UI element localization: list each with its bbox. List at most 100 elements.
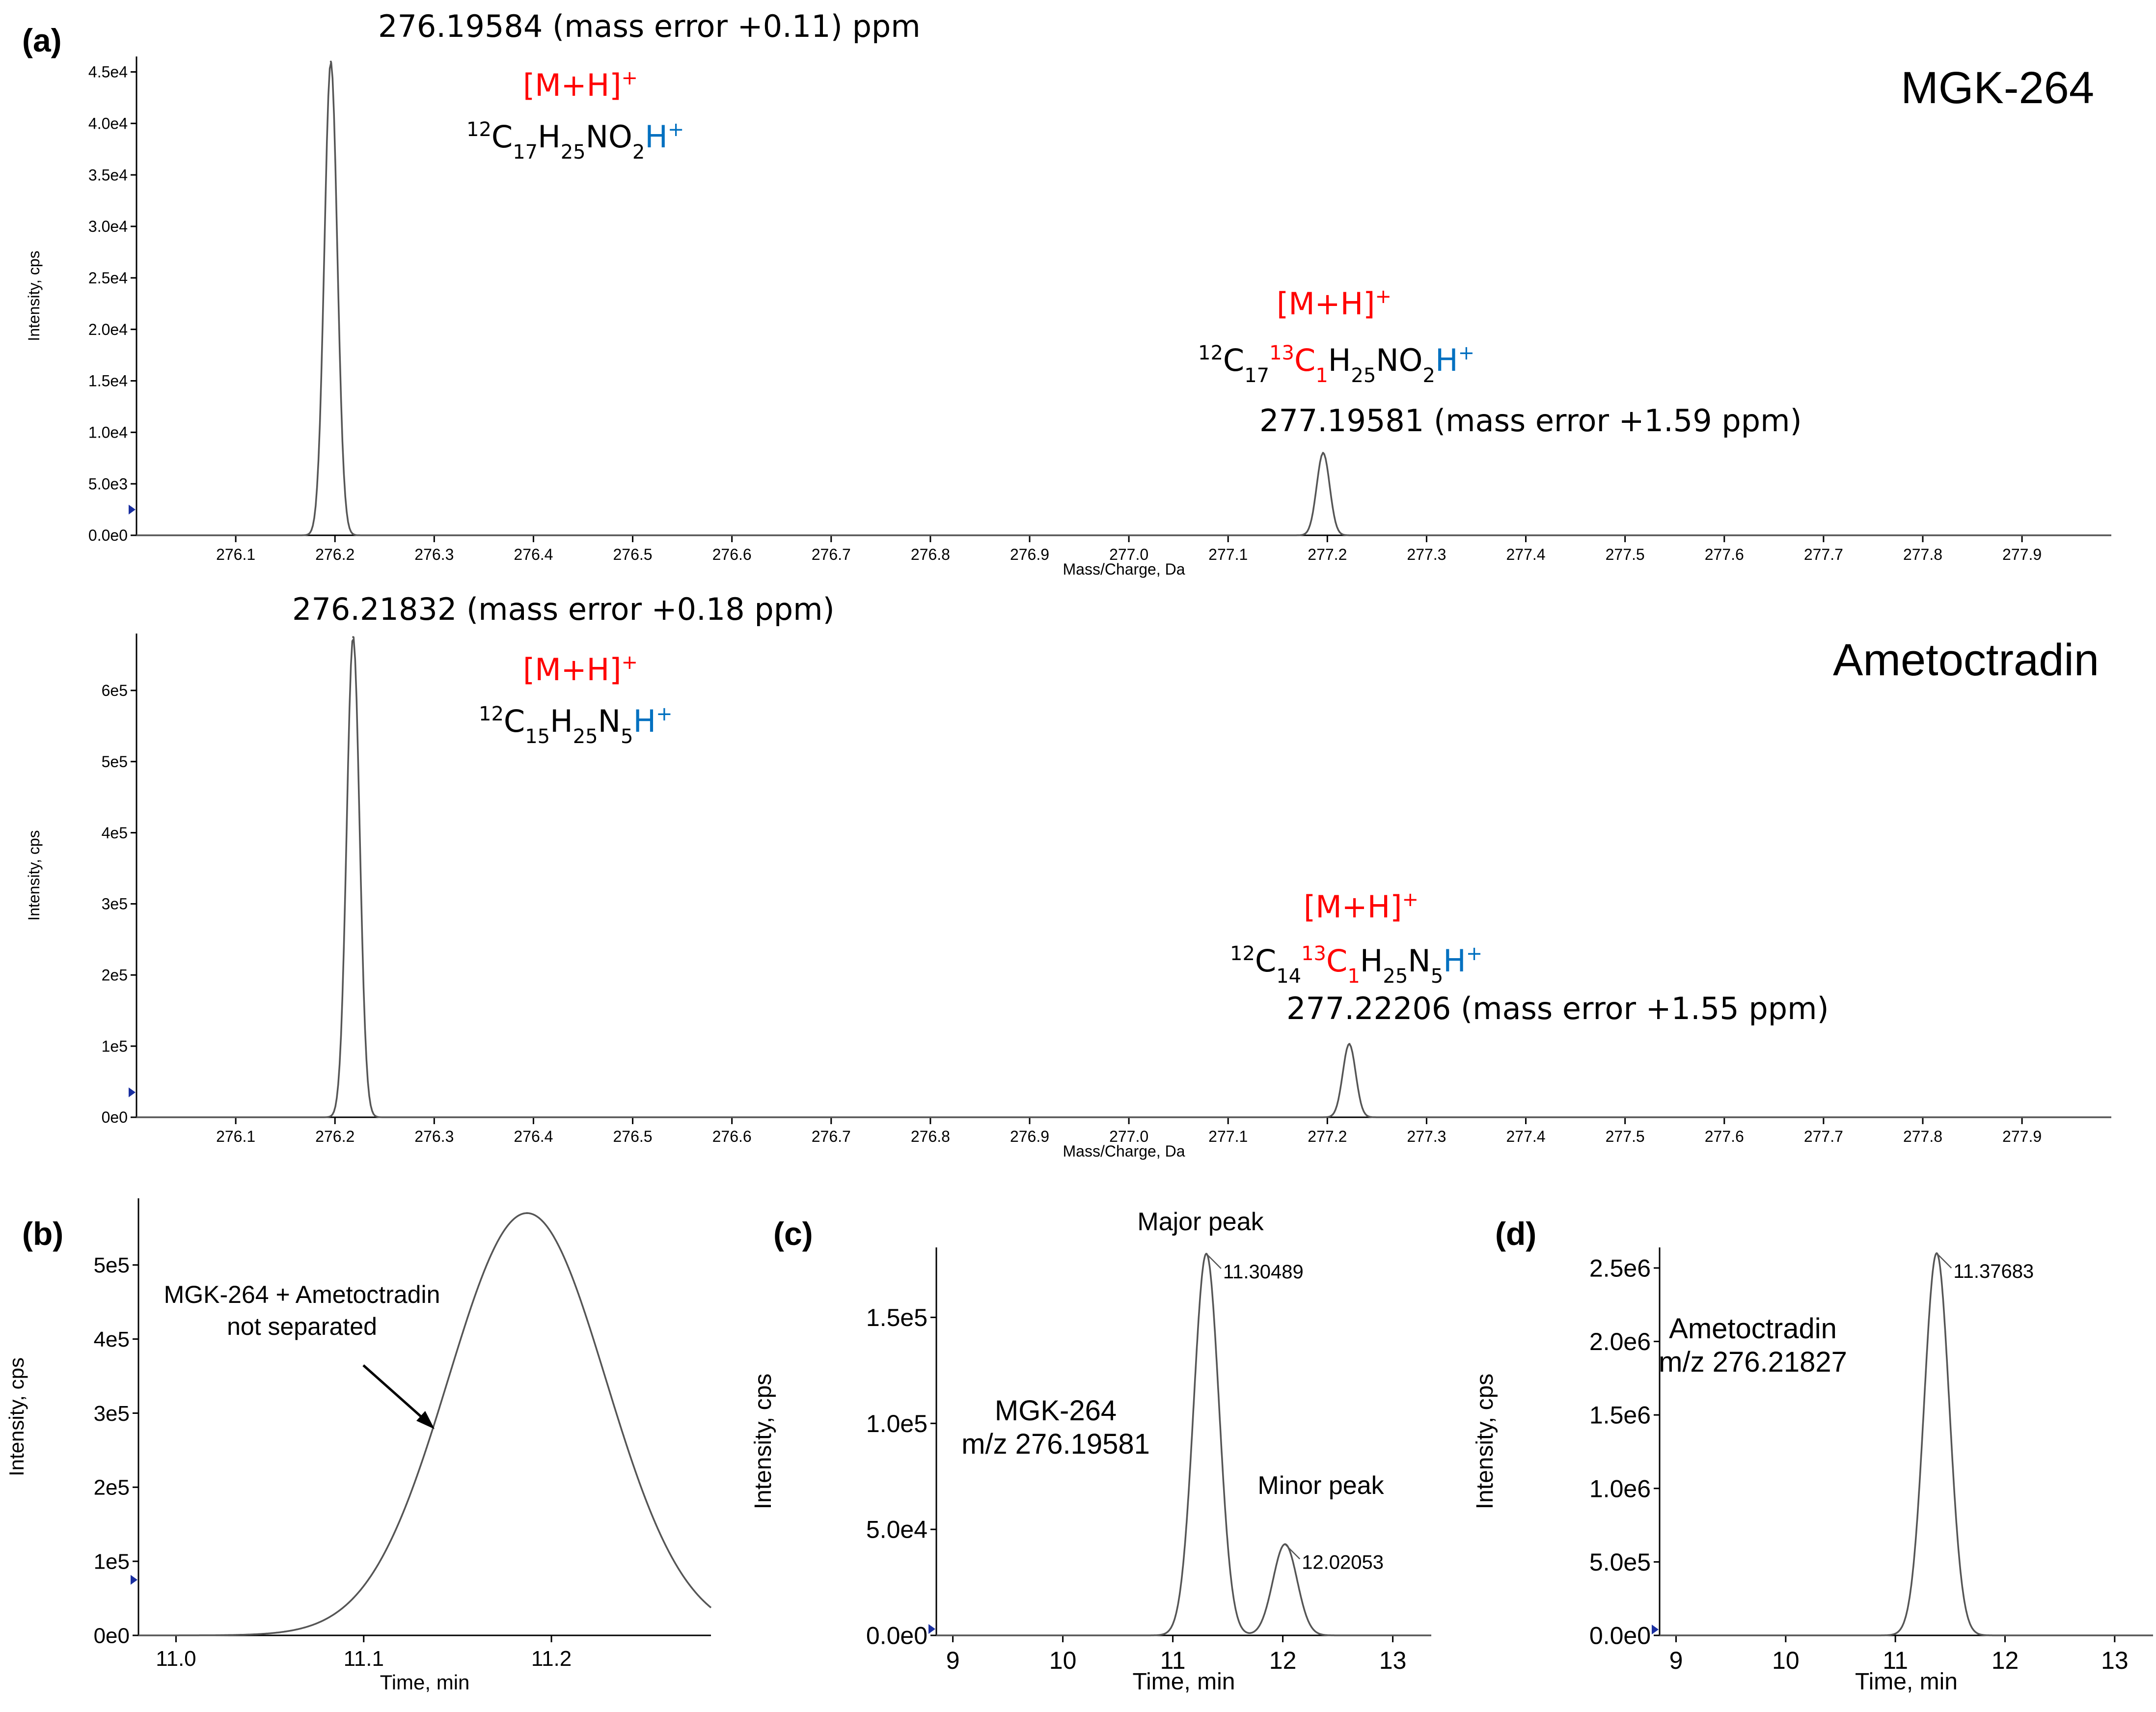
c-compound-label: MGK-264: [995, 1395, 1117, 1427]
peak-apex: [1348, 1043, 1350, 1045]
a1-f2-hsub: 25: [1351, 364, 1376, 387]
peak-retention-label: 11.30489: [1223, 1261, 1304, 1283]
a2-ion2-text: [M+H]: [1304, 889, 1402, 925]
x-tick-label: 277.8: [1903, 546, 1942, 563]
y-axis-label: Intensity, cps: [25, 830, 43, 920]
a2-f2-c13: C: [1326, 943, 1347, 979]
a2-f2-h: H: [1360, 943, 1383, 979]
y-tick-label: 2e5: [94, 1476, 130, 1500]
a2-f1-hplussup: +: [656, 703, 673, 725]
x-tick-label: 277.0: [1109, 1128, 1148, 1145]
a1-f2-hplus: H: [1435, 342, 1458, 378]
y-tick-label: 5.0e3: [88, 475, 128, 493]
a1-f1-hplussup: +: [668, 118, 684, 141]
x-tick-label: 277.9: [2002, 1128, 2042, 1145]
panel-label-a: (a): [22, 22, 62, 58]
y-tick-label: 0.0e0: [866, 1622, 928, 1650]
a2-formula1: 12C15H25N5H+: [479, 703, 673, 748]
a2-f1-hplus: H: [633, 703, 656, 739]
y-tick-label: 2.0e4: [88, 321, 128, 338]
signal-trace: [138, 1212, 712, 1636]
b-note-line1: MGK-264 + Ametoctradin: [164, 1281, 440, 1308]
axis-marker-icon: [129, 1087, 136, 1098]
peak-label-leader: [1206, 1253, 1222, 1269]
signal-trace: [136, 62, 2111, 536]
y-tick-label: 5.0e5: [1589, 1548, 1651, 1576]
a2-f2-hsub: 25: [1383, 965, 1408, 988]
x-tick-label: 276.9: [1010, 546, 1049, 563]
y-axis-label: Intensity, cps: [750, 1374, 776, 1510]
y-tick-label: 2.5e4: [88, 269, 128, 287]
a2-f2-csub: 14: [1276, 965, 1301, 988]
signal-trace: [936, 1253, 1431, 1636]
x-tick-label: 276.7: [812, 546, 851, 563]
a1-f2-h: H: [1328, 342, 1351, 378]
x-tick-label: 276.6: [712, 546, 752, 563]
a1-f2-restsub: 2: [1422, 364, 1435, 387]
axis-marker-icon: [131, 1574, 137, 1585]
x-tick-label: 277.0: [1109, 546, 1148, 563]
a2-formula2: 12C1413C1H25N5H+: [1230, 942, 1482, 988]
x-tick-label: 11: [1883, 1647, 1908, 1674]
a1-ion1-sup: +: [621, 67, 638, 89]
x-tick-label: 11.0: [156, 1647, 196, 1671]
x-tick-label: 277.5: [1606, 546, 1645, 563]
x-tick-label: 10: [1049, 1647, 1077, 1674]
a1-f2-c13sub: 1: [1315, 364, 1328, 387]
y-tick-label: 3.0e4: [88, 218, 128, 235]
x-tick-label: 277.7: [1804, 1128, 1843, 1145]
chart-c-mgk264-xic: 9 10 11 12 13 0.0e0 5.0e4 1.0e5 1.5e5 Time, min In…: [750, 1247, 1431, 1695]
d-mz-label: m/z 276.21827: [1659, 1346, 1847, 1378]
axis-marker-icon: [928, 1624, 935, 1634]
y-axis-label: Intensity, cps: [5, 1357, 28, 1476]
y-axis-label: Intensity, cps: [25, 250, 43, 341]
x-tick-label: 11.1: [344, 1647, 384, 1671]
x-tick-label: 12: [1269, 1647, 1297, 1674]
y-tick-label: 0e0: [102, 1108, 128, 1126]
peak-retention-label: 11.37683: [1953, 1261, 2034, 1282]
x-tick-label: 277.4: [1506, 546, 1546, 563]
x-tick-label: 276.8: [911, 546, 950, 563]
x-tick-label: 277.9: [2002, 546, 2042, 563]
a1-peak1-mass-label: 276.19584 (mass error +0.11) ppm: [378, 8, 921, 44]
x-tick-label: 277.2: [1308, 1128, 1347, 1145]
a2-peak2-mass-label: 277.22206 (mass error +1.55 ppm): [1286, 991, 1829, 1026]
x-axis-label: Mass/Charge, Da: [1063, 560, 1185, 578]
x-tick-label: 277.1: [1208, 1128, 1248, 1145]
a2-ion1-label: [M+H]+: [523, 651, 638, 688]
x-axis-label: Time, min: [380, 1671, 470, 1694]
x-tick-label: 9: [946, 1647, 960, 1674]
a1-ion2-text: [M+H]: [1277, 286, 1375, 322]
panel-label-c: (c): [773, 1215, 813, 1252]
peak-apex: [329, 60, 332, 63]
a1-f1-rest: NO: [586, 119, 632, 155]
x-tick-label: 277.5: [1606, 1128, 1645, 1145]
a2-ion2-label: [M+H]+: [1304, 888, 1419, 925]
peak-label-leader: [1936, 1253, 1952, 1269]
y-tick-label: 1e5: [102, 1037, 128, 1055]
y-tick-label: 1.5e5: [866, 1304, 928, 1331]
x-tick-label: 276.2: [315, 1128, 355, 1145]
c-major-peak-label: Major peak: [1137, 1208, 1264, 1236]
y-tick-label: 4e5: [94, 1327, 130, 1352]
a1-f2-csub: 17: [1244, 364, 1269, 387]
x-tick-label: 277.4: [1506, 1128, 1546, 1145]
x-tick-label: 277.2: [1308, 546, 1347, 563]
chart-a2-ametoctradin-spectrum: 276.1 276.2 276.3 276.4 276.5 276.6 276.7 276.8…: [25, 634, 2111, 1160]
x-tick-label: 276.2: [315, 546, 355, 563]
y-tick-label: 0.0e0: [1589, 1622, 1651, 1650]
b-note-line2: not separated: [227, 1313, 377, 1340]
x-tick-label: 11: [1160, 1647, 1186, 1674]
a2-f2-iso: 12: [1230, 942, 1255, 965]
a2-ion1-text: [M+H]: [523, 652, 621, 688]
d-compound-label: Ametoctradin: [1669, 1313, 1837, 1345]
a1-peak2-mass-label: 277.19581 (mass error +1.59 ppm): [1259, 403, 1802, 439]
a1-f2-c13: C: [1294, 342, 1315, 378]
a1-f2-hplussup: +: [1458, 342, 1475, 364]
axis-marker-icon: [1652, 1625, 1659, 1635]
c-mz-label: m/z 276.19581: [961, 1428, 1150, 1460]
x-tick-label: 277.7: [1804, 546, 1843, 563]
a2-f2-iso13: 13: [1301, 942, 1326, 965]
a1-f1-iso: 12: [466, 118, 491, 141]
a2-peak1-mass-label: 276.21832 (mass error +0.18 ppm): [292, 591, 835, 627]
